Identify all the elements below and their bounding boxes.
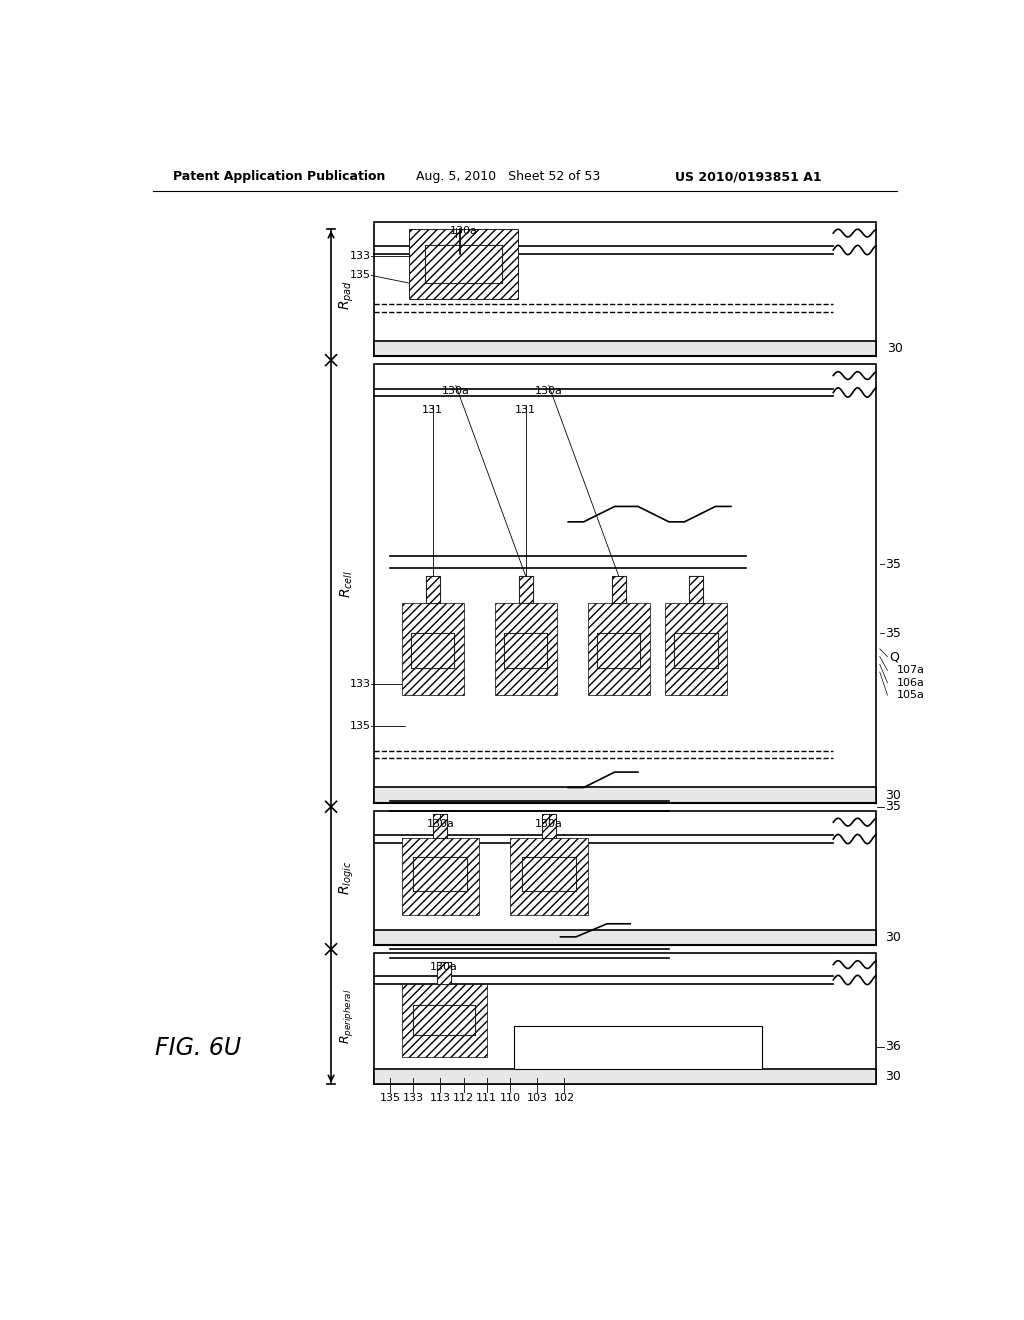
- Text: 133: 133: [349, 678, 371, 689]
- Text: 111: 111: [476, 1093, 498, 1102]
- Bar: [414, 1005, 475, 1035]
- Bar: [611, 576, 626, 603]
- Bar: [433, 814, 447, 838]
- Bar: [597, 634, 640, 668]
- Bar: [518, 576, 532, 603]
- Bar: [410, 230, 518, 298]
- Text: 30: 30: [885, 931, 901, 944]
- Bar: [689, 576, 703, 603]
- Text: US 2010/0193851 A1: US 2010/0193851 A1: [675, 170, 821, 183]
- Text: 131: 131: [515, 405, 537, 416]
- Bar: [375, 364, 876, 803]
- Text: 135: 135: [380, 1093, 400, 1102]
- Bar: [518, 576, 532, 603]
- Text: 110: 110: [500, 1093, 520, 1102]
- Bar: [433, 814, 447, 838]
- Bar: [437, 962, 452, 983]
- Bar: [521, 857, 575, 891]
- Text: 30: 30: [885, 1069, 901, 1082]
- Bar: [665, 603, 727, 696]
- Text: Patent Application Publication: Patent Application Publication: [173, 170, 385, 183]
- Text: Aug. 5, 2010   Sheet 52 of 53: Aug. 5, 2010 Sheet 52 of 53: [416, 170, 600, 183]
- Bar: [542, 814, 556, 838]
- Bar: [375, 1069, 876, 1084]
- Text: 105a: 105a: [897, 690, 925, 700]
- Text: $R_{cell}$: $R_{cell}$: [338, 569, 354, 598]
- Text: Q: Q: [889, 649, 899, 663]
- Bar: [401, 838, 479, 915]
- Bar: [414, 857, 467, 891]
- Text: 106a: 106a: [897, 677, 925, 688]
- Text: 30: 30: [887, 342, 902, 355]
- Text: 35: 35: [885, 800, 901, 813]
- Bar: [588, 603, 649, 696]
- Bar: [675, 634, 718, 668]
- Bar: [375, 222, 876, 356]
- Bar: [425, 244, 503, 284]
- Text: 135: 135: [349, 721, 371, 731]
- Bar: [510, 838, 588, 915]
- Bar: [437, 962, 452, 983]
- Bar: [401, 983, 486, 1057]
- Text: 30: 30: [885, 788, 901, 801]
- Text: 102: 102: [554, 1093, 574, 1102]
- Bar: [375, 788, 876, 803]
- Bar: [504, 634, 547, 668]
- Bar: [411, 634, 455, 668]
- Bar: [521, 857, 575, 891]
- Text: $R_{pad}$: $R_{pad}$: [337, 280, 355, 310]
- Bar: [611, 576, 626, 603]
- Text: 35: 35: [885, 557, 901, 570]
- Text: 130a: 130a: [426, 820, 455, 829]
- Bar: [597, 634, 640, 668]
- Text: 103: 103: [526, 1093, 548, 1102]
- Bar: [689, 576, 703, 603]
- Bar: [375, 341, 876, 356]
- Bar: [425, 244, 503, 284]
- Text: 135: 135: [349, 271, 371, 280]
- Bar: [414, 857, 467, 891]
- Bar: [504, 634, 547, 668]
- Bar: [514, 1026, 762, 1069]
- Bar: [426, 576, 439, 603]
- Text: 112: 112: [453, 1093, 474, 1102]
- Text: 130a: 130a: [450, 226, 477, 236]
- Bar: [375, 929, 876, 945]
- Text: 113: 113: [430, 1093, 451, 1102]
- Bar: [414, 1005, 475, 1035]
- Bar: [542, 814, 556, 838]
- Bar: [375, 953, 876, 1084]
- Text: 131: 131: [422, 405, 443, 416]
- Text: 36: 36: [885, 1040, 901, 1053]
- Text: $R_{logic}$: $R_{logic}$: [337, 861, 355, 895]
- Text: 130a: 130a: [535, 820, 563, 829]
- Text: 130a: 130a: [535, 385, 563, 396]
- Bar: [411, 634, 455, 668]
- Bar: [375, 810, 876, 945]
- Text: 107a: 107a: [897, 665, 925, 676]
- Text: 133: 133: [402, 1093, 424, 1102]
- Bar: [401, 603, 464, 696]
- Bar: [675, 634, 718, 668]
- Text: $R_{peripheral}$: $R_{peripheral}$: [338, 989, 355, 1044]
- Bar: [426, 576, 439, 603]
- Bar: [495, 603, 557, 696]
- Text: FIG. 6U: FIG. 6U: [155, 1036, 241, 1060]
- Text: 133: 133: [349, 251, 371, 261]
- Text: 130a: 130a: [442, 385, 470, 396]
- Text: 35: 35: [885, 627, 901, 640]
- Text: 130a: 130a: [430, 962, 458, 972]
